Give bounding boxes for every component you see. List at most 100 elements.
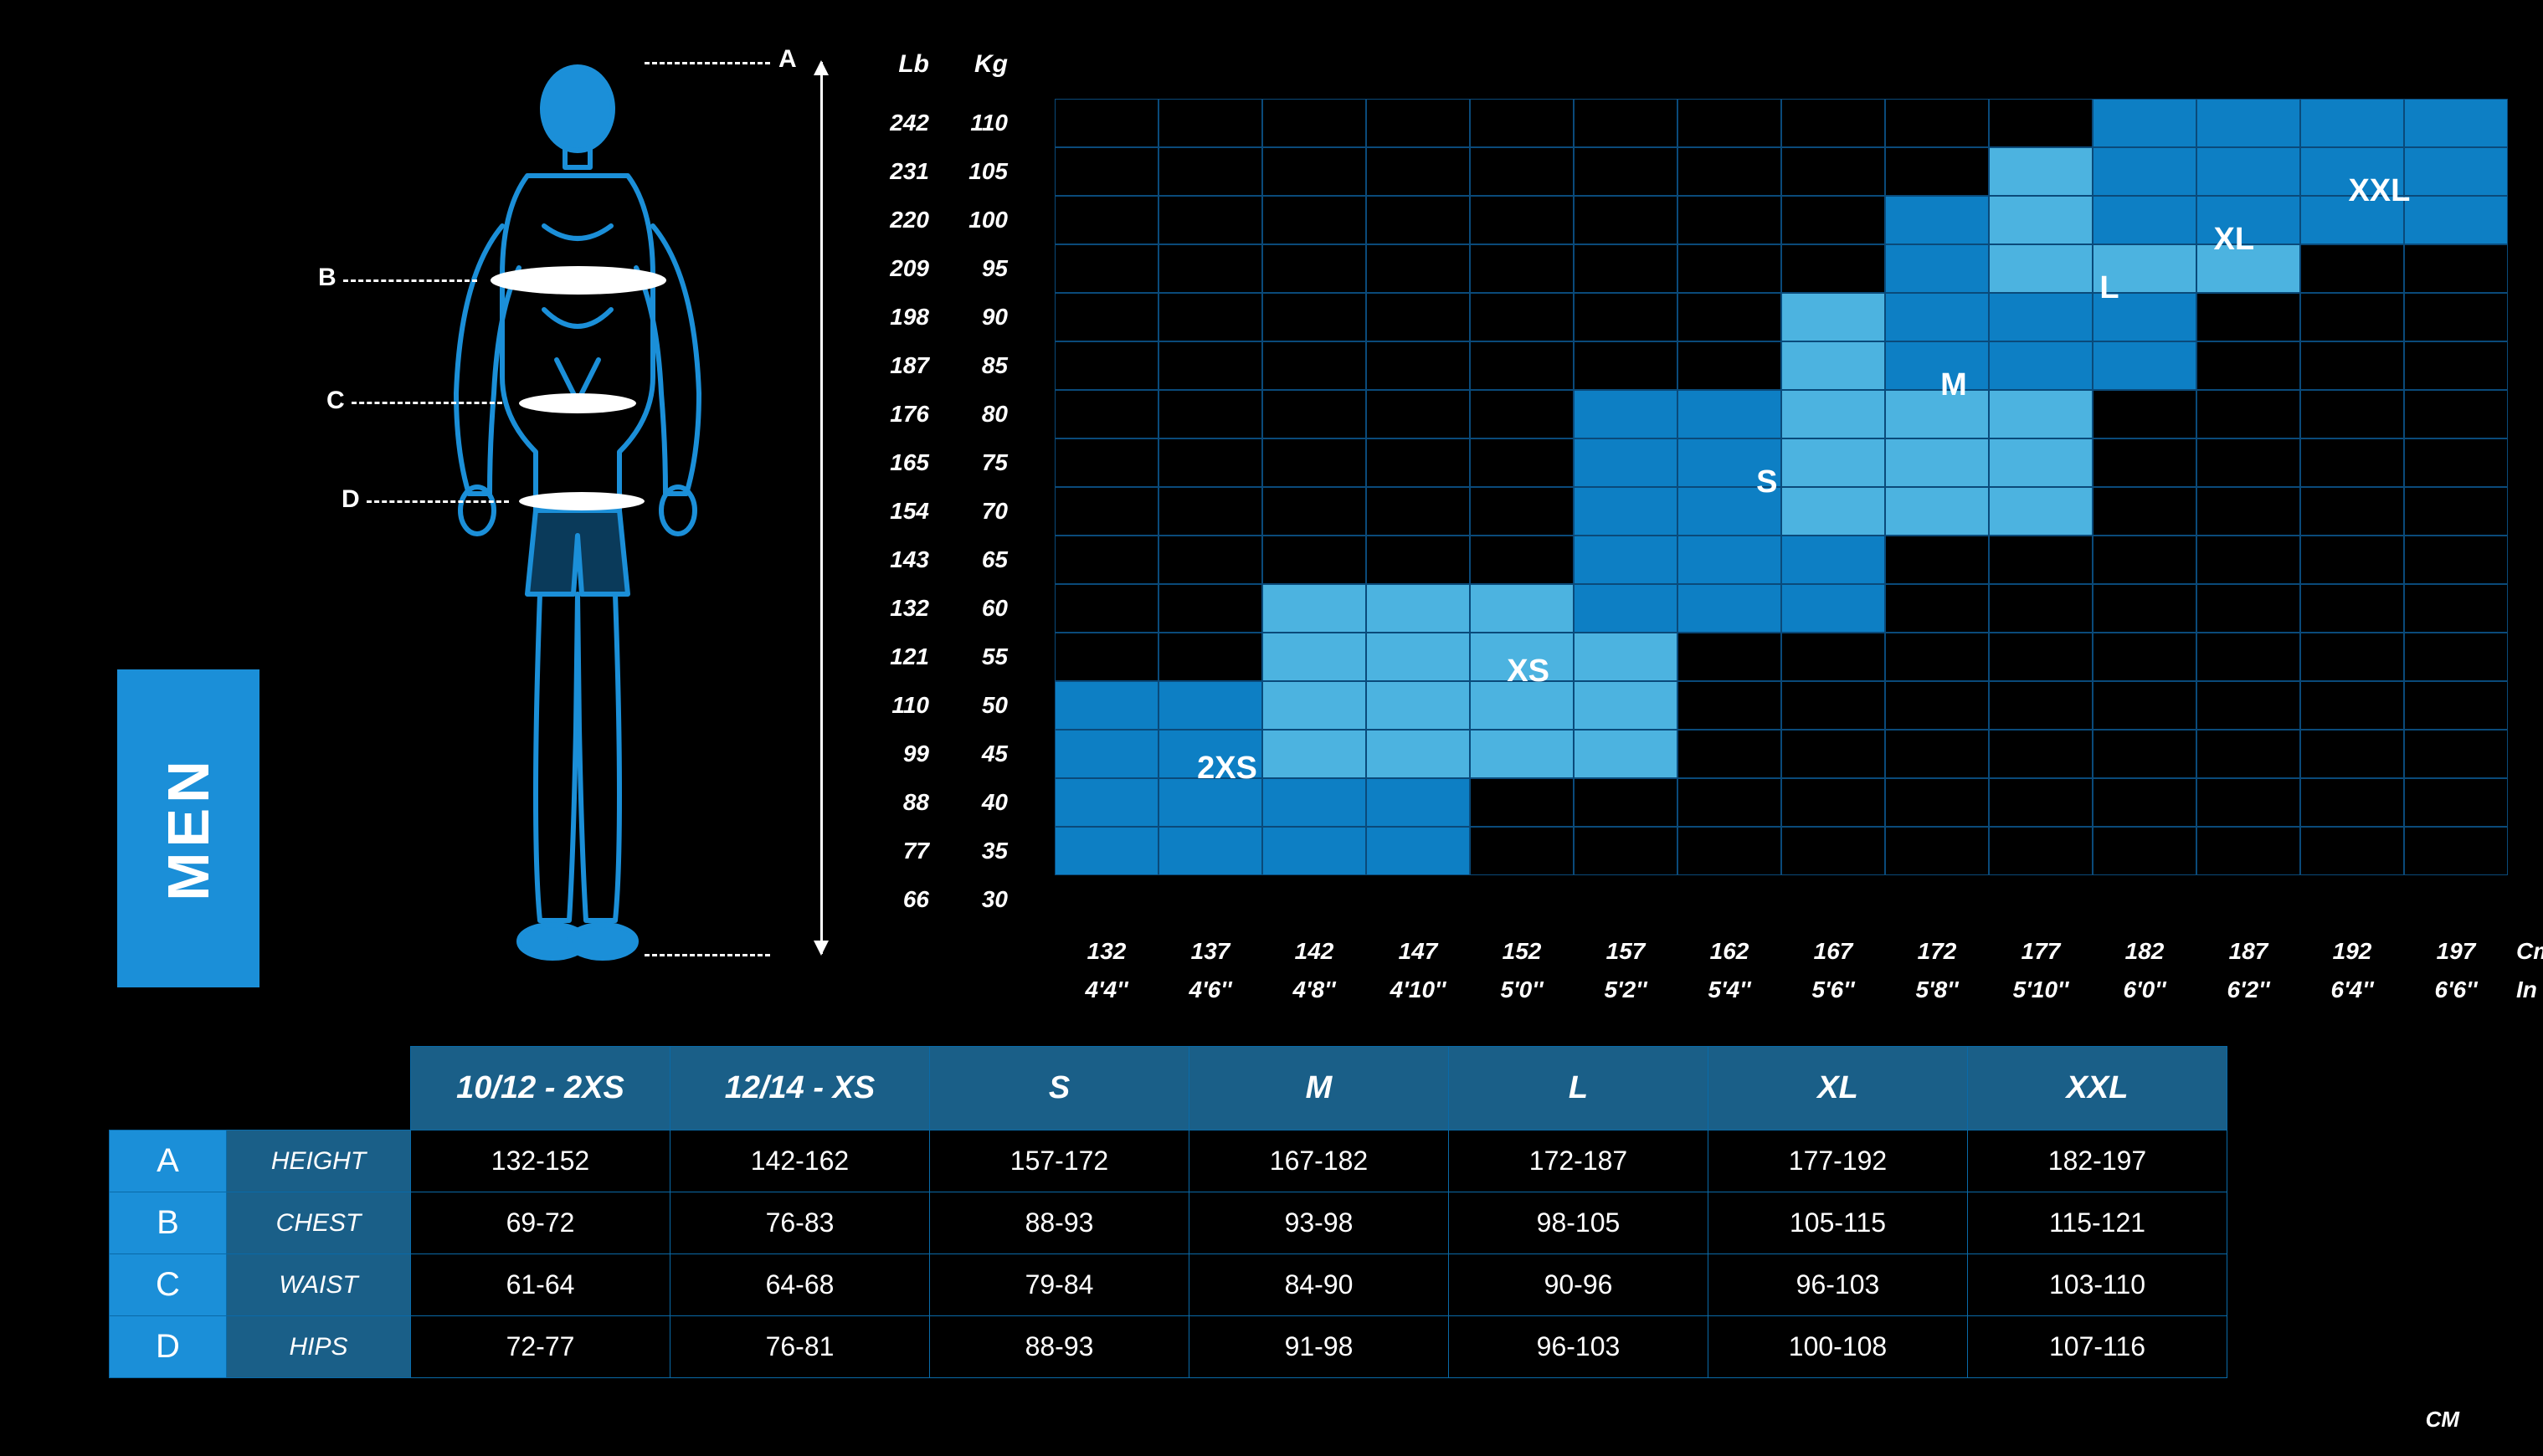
height-col: 1976'6'' [2404, 932, 2508, 1009]
waist-ellipse [519, 393, 636, 413]
grid-cell [1366, 293, 1470, 341]
grid-cell [2093, 341, 2196, 390]
size-grid: 2XSXSSMLXLXXL [1055, 99, 2508, 875]
weight-kg-value: 70 [949, 487, 1008, 536]
grid-cell [2196, 341, 2300, 390]
grid-cell [2300, 293, 2404, 341]
height-col: 1725'8'' [1885, 932, 1989, 1009]
height-col: 1826'0'' [2093, 932, 2196, 1009]
grid-cell [1262, 633, 1366, 681]
marker-C-label: C [326, 387, 345, 415]
grid-cell [1262, 341, 1366, 390]
weight-lb-value: 154 [871, 487, 929, 536]
grid-cell [1574, 778, 1677, 827]
grid-cell [1470, 390, 1574, 438]
height-cm-value: 197 [2437, 932, 2476, 971]
height-cm-value: 157 [1606, 932, 1646, 971]
grid-cell [1989, 778, 2093, 827]
grid-cell [1677, 341, 1781, 390]
grid-cell [2404, 536, 2508, 584]
grid-cell [1470, 536, 1574, 584]
grid-cell [1366, 99, 1470, 147]
grid-cell [2093, 196, 2196, 244]
weight-kg-value: 65 [949, 536, 1008, 584]
grid-cell [1158, 390, 1262, 438]
marker-A-line-bottom [645, 954, 770, 956]
weight-kg-value: 60 [949, 584, 1008, 633]
weight-kg-value: 30 [949, 875, 1008, 924]
weight-col-lb: Lb 2422312202091981871761651541431321211… [871, 50, 929, 924]
grid-cell [1158, 293, 1262, 341]
weight-lb-value: 242 [871, 99, 929, 147]
height-in-value: 6'4'' [2330, 971, 2373, 1009]
grid-cell [1055, 147, 1158, 196]
table-row-label: HIPS [227, 1316, 411, 1378]
grid-cell [1885, 681, 1989, 730]
height-arrow [820, 62, 823, 954]
grid-cell [1262, 487, 1366, 536]
grid-cell [1158, 681, 1262, 730]
table-cell: 177-192 [1708, 1130, 1968, 1192]
grid-cell [1158, 438, 1262, 487]
table-cell: 105-115 [1708, 1192, 1968, 1254]
grid-cell [1262, 196, 1366, 244]
grid-cell [1470, 196, 1574, 244]
size-guide-container: MEN [0, 0, 2543, 1456]
grid-cell [1677, 778, 1781, 827]
grid-cell [1262, 438, 1366, 487]
table-cell: 91-98 [1189, 1316, 1449, 1378]
grid-cell [2300, 536, 2404, 584]
grid-cell [1055, 196, 1158, 244]
weight-scale: Lb 2422312202091981871761651541431321211… [871, 50, 1008, 924]
grid-cell [1574, 244, 1677, 293]
weight-lb-value: 143 [871, 536, 929, 584]
weight-kg-value: 80 [949, 390, 1008, 438]
grid-cell [1781, 196, 1885, 244]
grid-cell [1677, 584, 1781, 633]
height-col: 1374'6'' [1158, 932, 1262, 1009]
grid-cell [2404, 487, 2508, 536]
grid-cell [1885, 633, 1989, 681]
size-region-label: XL [2184, 219, 2284, 259]
table-cell: 79-84 [930, 1254, 1189, 1316]
grid-cell [2404, 681, 2508, 730]
grid-cell [1885, 778, 1989, 827]
table-cell: 167-182 [1189, 1130, 1449, 1192]
grid-cell [1574, 681, 1677, 730]
grid-cell [2196, 681, 2300, 730]
size-region-label: M [1903, 365, 2004, 405]
grid-cell [1989, 438, 2093, 487]
grid-cell [1885, 196, 1989, 244]
weight-lb-value: 99 [871, 730, 929, 778]
grid-cell [2196, 584, 2300, 633]
grid-cell [2196, 487, 2300, 536]
grid-cell [1885, 536, 1989, 584]
grid-cell [1262, 147, 1366, 196]
grid-cell [1262, 681, 1366, 730]
grid-cell [1262, 778, 1366, 827]
table-cell: 107-116 [1968, 1316, 2227, 1378]
grid-cell [2093, 487, 2196, 536]
chart-panel: Lb 2422312202091981871761651541431321211… [871, 50, 2510, 1013]
table-corner [110, 1047, 411, 1130]
grid-cell [2196, 536, 2300, 584]
table-row-label: CHEST [227, 1192, 411, 1254]
grid-cell [1989, 681, 2093, 730]
height-in-value: 4'6'' [1189, 971, 1231, 1009]
grid-cell [1366, 827, 1470, 875]
grid-cell [1781, 584, 1885, 633]
grid-cell [1055, 536, 1158, 584]
height-cm-value: 147 [1399, 932, 1438, 971]
height-cm-value: 142 [1295, 932, 1334, 971]
grid-cell [1989, 390, 2093, 438]
table-cell: 76-81 [670, 1316, 930, 1378]
grid-cell [1574, 196, 1677, 244]
grid-cell [1677, 244, 1781, 293]
grid-cell [2093, 536, 2196, 584]
table-cell: 142-162 [670, 1130, 930, 1192]
grid-cell [1885, 147, 1989, 196]
grid-cell [1885, 487, 1989, 536]
height-col: 1675'6'' [1781, 932, 1885, 1009]
table-cell: 132-152 [411, 1130, 670, 1192]
grid-cell [2196, 827, 2300, 875]
